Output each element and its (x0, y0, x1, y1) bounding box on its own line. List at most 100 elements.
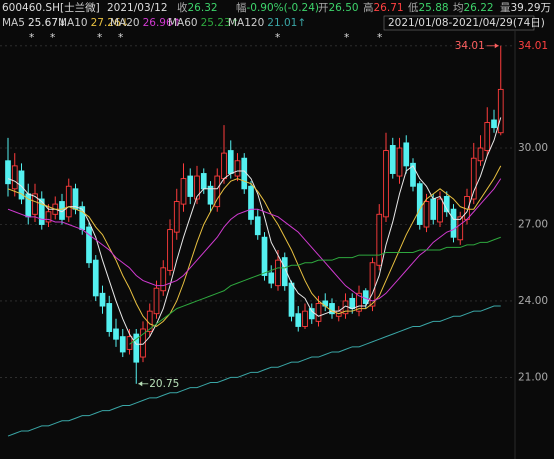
legend-value: 27.26↓ (91, 17, 130, 29)
candle-body (423, 201, 430, 228)
info-value: 25.88 (419, 2, 449, 14)
candle-body (403, 142, 410, 167)
info-value: 39.29万 (511, 2, 552, 14)
candle-body (491, 119, 497, 129)
candle-body (5, 160, 11, 185)
stock-name: 600460.SH[士兰微] (2, 1, 100, 14)
candle-body (248, 185, 254, 220)
ma-line (7, 178, 502, 302)
info-item: 高26.71 (363, 1, 404, 14)
legend-name: MA10 (58, 17, 88, 29)
candle-body (308, 308, 315, 320)
candle-body (288, 282, 295, 317)
candle-body (160, 267, 167, 292)
info-item: 幅-0.90%(-0.24) (236, 1, 319, 14)
annotation-arrowhead (138, 381, 143, 387)
ma-line (7, 117, 502, 345)
candle-body (167, 229, 173, 271)
candle-body (221, 152, 227, 180)
candle-body (261, 236, 268, 276)
candle-body (227, 150, 234, 174)
candle-body (106, 303, 113, 332)
candle-body (140, 328, 146, 358)
candle-body (457, 216, 464, 241)
info-value: 26.32 (188, 2, 218, 14)
candle-body (32, 193, 38, 215)
event-marker: * (97, 32, 102, 44)
info-label: 幅 (236, 1, 247, 14)
candle-body (99, 292, 106, 307)
candle-body (484, 122, 491, 152)
candle-body (389, 145, 396, 174)
cursor-date: 2021/03/12 (107, 2, 168, 14)
candle-body (497, 88, 504, 134)
y-tick-label: 30.00 (518, 142, 548, 154)
candle-body (349, 297, 356, 310)
candle-body (92, 259, 99, 297)
candle-body (153, 287, 160, 315)
candle-body (45, 211, 52, 223)
candle-body (383, 150, 389, 218)
info-item: 低25.88 (408, 1, 449, 14)
range-box (383, 15, 535, 31)
candle-body (86, 226, 92, 264)
info-item: 开26.50 (318, 2, 359, 14)
candle-body (450, 208, 457, 238)
info-value: 26.71 (374, 2, 404, 14)
candle-body (410, 162, 416, 187)
event-marker: * (275, 32, 280, 44)
event-marker: * (377, 32, 382, 44)
candle-body (11, 165, 18, 190)
candle-body (119, 336, 126, 353)
candle-body (194, 175, 200, 200)
candle-body (275, 259, 281, 287)
candle-body (315, 303, 322, 322)
candle-body (173, 201, 180, 233)
event-marker: * (50, 32, 55, 44)
info-item: 量39.29万 (500, 2, 551, 14)
candle-body (396, 147, 403, 177)
annotation-arrowhead (494, 43, 499, 49)
legend-item: MA5 25.67↓ (2, 17, 67, 29)
info-item: 收26.32 (177, 1, 218, 14)
info-label: 量 (500, 2, 511, 14)
legend-name: MA5 (2, 17, 25, 29)
date-range: 2021/01/08-2021/04/29(74日) (388, 17, 545, 29)
info-label: 高 (363, 1, 374, 14)
event-marker: * (118, 32, 123, 44)
candle-body (200, 173, 207, 190)
candle-body (207, 185, 214, 205)
candle-body (268, 272, 275, 284)
candle-body (38, 198, 45, 225)
candle-body (254, 216, 261, 236)
event-marker: * (344, 32, 349, 44)
legend-name: MA20 (110, 17, 140, 29)
legend-item: MA60 25.23↑ (168, 17, 239, 29)
candle-body (133, 333, 140, 363)
info-item: 均26.22 (453, 2, 494, 14)
y-tick-label: 34.01 (518, 40, 548, 52)
ma-line (129, 236, 501, 345)
ma-line (7, 165, 502, 328)
candle-body (477, 147, 484, 162)
legend-value: 26.96↑ (143, 17, 182, 29)
info-label: 低 (408, 1, 419, 14)
candle-body (187, 175, 194, 197)
candle-body (214, 175, 221, 208)
legend-item: MA20 26.96↑ (110, 17, 181, 29)
candle-body (356, 292, 362, 312)
candle-body (72, 188, 79, 210)
candle-body (430, 198, 437, 220)
candle-body (437, 198, 443, 223)
event-markers: * * * * * * * (29, 32, 382, 44)
legend-value: 25.23↑ (201, 17, 240, 29)
event-marker: * (29, 32, 34, 44)
legend-name: MA120 (228, 17, 264, 29)
info-label: 均 (453, 2, 464, 14)
info-value: 26.50 (329, 2, 359, 14)
candle-body (113, 328, 119, 340)
candle-body (65, 185, 72, 218)
y-tick-label: 21.00 (518, 371, 548, 383)
legend-value: 21.01↑ (267, 17, 306, 29)
